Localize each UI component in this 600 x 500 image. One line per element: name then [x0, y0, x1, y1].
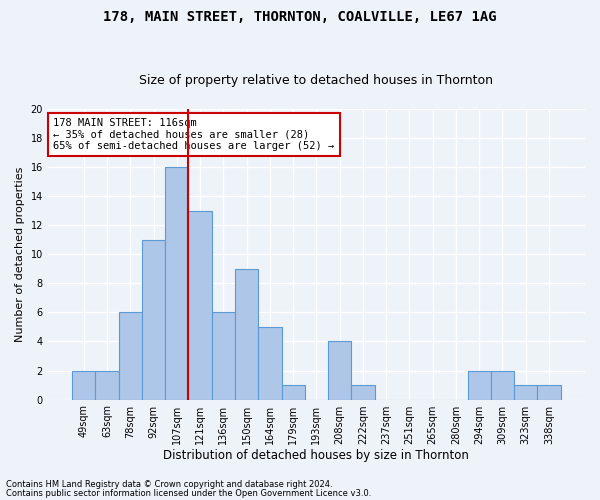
- Text: Contains HM Land Registry data © Crown copyright and database right 2024.: Contains HM Land Registry data © Crown c…: [6, 480, 332, 489]
- Bar: [538, 385, 560, 400]
- Bar: [235, 269, 258, 400]
- Bar: [165, 167, 188, 400]
- Bar: [95, 370, 119, 400]
- Bar: [258, 327, 281, 400]
- Bar: [351, 385, 374, 400]
- Bar: [212, 312, 235, 400]
- Bar: [188, 210, 212, 400]
- Text: 178 MAIN STREET: 116sqm
← 35% of detached houses are smaller (28)
65% of semi-de: 178 MAIN STREET: 116sqm ← 35% of detache…: [53, 118, 334, 151]
- Bar: [142, 240, 165, 400]
- Title: Size of property relative to detached houses in Thornton: Size of property relative to detached ho…: [139, 74, 493, 87]
- Text: 178, MAIN STREET, THORNTON, COALVILLE, LE67 1AG: 178, MAIN STREET, THORNTON, COALVILLE, L…: [103, 10, 497, 24]
- Bar: [328, 342, 351, 400]
- Text: Contains public sector information licensed under the Open Government Licence v3: Contains public sector information licen…: [6, 488, 371, 498]
- X-axis label: Distribution of detached houses by size in Thornton: Distribution of detached houses by size …: [163, 450, 469, 462]
- Bar: [467, 370, 491, 400]
- Bar: [119, 312, 142, 400]
- Bar: [72, 370, 95, 400]
- Bar: [281, 385, 305, 400]
- Y-axis label: Number of detached properties: Number of detached properties: [15, 166, 25, 342]
- Bar: [491, 370, 514, 400]
- Bar: [514, 385, 538, 400]
